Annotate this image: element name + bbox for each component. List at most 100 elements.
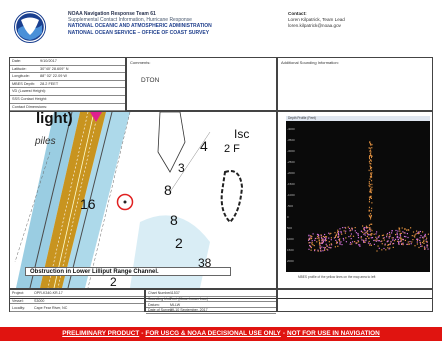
metadata-key: VD (Lowest Height):: [12, 89, 46, 94]
sonar-point: [325, 243, 327, 245]
sonar-peak-point: [369, 147, 371, 149]
sonar-point: [351, 227, 353, 229]
sonar-peak-point: [368, 214, 370, 217]
project-info-value: S3000: [34, 298, 45, 303]
sonar-point: [342, 227, 344, 229]
sonar-point: [314, 250, 316, 252]
sonar-point: [325, 236, 328, 238]
sonar-point: [334, 236, 336, 238]
sonar-point: [390, 241, 392, 243]
sonar-point: [340, 230, 342, 233]
sonar-point: [386, 233, 389, 235]
sonar-point: [323, 246, 325, 249]
sonar-point: [312, 233, 314, 235]
sonar-point: [392, 243, 394, 245]
sonar-point: [404, 239, 406, 241]
y-tick-label: -2000: [287, 171, 295, 175]
sonar-point: [314, 239, 316, 241]
sonar-point: [365, 240, 367, 242]
project-info-key: Datum:: [148, 302, 160, 307]
sonar-point: [387, 240, 389, 242]
sonar-peak-point: [370, 151, 372, 153]
sonar-point: [367, 242, 370, 244]
sonar-point: [366, 227, 368, 229]
sonar-point: [365, 232, 367, 234]
sonar-point: [401, 238, 403, 240]
sonar-point: [363, 233, 365, 235]
sonar-point: [321, 242, 323, 244]
sonar-point: [330, 247, 332, 249]
sonar-point: [354, 227, 356, 229]
sonar-point: [408, 229, 410, 231]
sonar-point: [356, 242, 358, 244]
sonar-peak-point: [369, 183, 371, 186]
sonar-peak-point: [370, 188, 372, 190]
sonar-peak-point: [371, 223, 373, 225]
sonar-peak-point: [371, 147, 373, 149]
sonar-peak-point: [370, 163, 372, 165]
chart-panel: light) piles 16 8 8 3 4 2 Isc 2 F 38 2: [9, 111, 277, 289]
sonar-point: [374, 239, 376, 241]
sonar-point: [406, 229, 408, 231]
sonar-point: [363, 228, 365, 230]
noaa-logo-icon: [14, 11, 46, 43]
sonar-point: [394, 240, 396, 242]
sonar-peak-point: [368, 196, 370, 198]
sonar-point: [366, 235, 368, 238]
sonar-point: [375, 236, 377, 238]
project-info-value: 09-10 September, 2017: [170, 308, 208, 313]
sonar-point: [344, 232, 346, 234]
sonar-point: [425, 235, 427, 237]
sonar-point: [322, 241, 324, 244]
sonar-point: [312, 244, 314, 246]
sonar-point: [423, 239, 425, 241]
sonar-point: [370, 237, 372, 239]
sonar-peak-point: [371, 176, 373, 178]
sonar-point: [322, 238, 324, 240]
sonar-point: [421, 236, 424, 238]
sonar-point: [322, 240, 325, 242]
sonar-point: [355, 242, 357, 244]
sonar-point: [314, 249, 316, 251]
sonar-point: [318, 240, 320, 242]
sonar-point: [364, 241, 366, 243]
sonar-point: [341, 233, 343, 235]
sonar-profile-svg: [308, 141, 429, 252]
sonar-point: [352, 235, 355, 237]
sonar-point: [384, 243, 386, 245]
sonar-point: [358, 244, 360, 246]
sonar-peak-point: [369, 188, 371, 191]
sonar-point: [401, 227, 403, 229]
sonar-point: [360, 236, 362, 238]
sonar-point: [309, 244, 311, 247]
sonar-point: [366, 231, 368, 233]
sonar-point: [357, 240, 359, 242]
sonar-point: [376, 250, 378, 252]
sonar-peak-point: [371, 186, 373, 188]
sonar-point: [363, 227, 366, 229]
sonar-point: [322, 250, 324, 252]
sonar-point: [407, 236, 409, 239]
sonar-point: [417, 238, 419, 240]
sonar-peak-point: [370, 160, 372, 162]
sonar-point: [375, 233, 377, 235]
profile-title-bar: Depth Profile (Feet): [286, 116, 430, 121]
sonar-peak-point: [368, 224, 370, 226]
sonar-point: [396, 232, 398, 234]
y-tick-label: 500: [287, 226, 293, 230]
sonar-point: [404, 232, 406, 234]
chart-label-16: 16: [80, 196, 96, 212]
sonar-point: [387, 244, 389, 246]
contact-email[interactable]: loren.kilpatrick@noaa.gov: [288, 23, 341, 28]
sonar-point: [398, 242, 400, 244]
sonar-point: [326, 245, 328, 247]
sonar-point: [310, 238, 312, 240]
sonar-point: [308, 248, 310, 250]
chart-label-38: 38: [198, 256, 212, 270]
sonar-point: [338, 234, 340, 236]
sonar-point: [354, 241, 356, 243]
sonar-peak-point: [369, 159, 371, 161]
disclaimer-part3: NOT FOR USE IN NAVIGATION: [286, 330, 380, 337]
sonar-point: [398, 228, 400, 230]
sonar-point: [348, 227, 350, 230]
